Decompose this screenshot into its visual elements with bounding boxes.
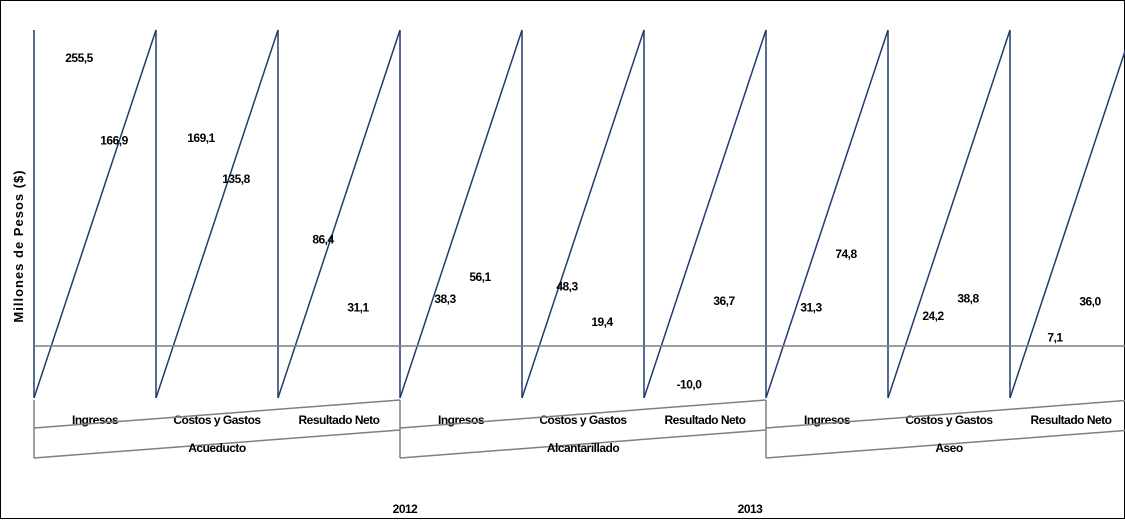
category-axis-line [765, 399, 1125, 429]
data-label: 255,5 [65, 51, 93, 65]
data-label: 48,3 [556, 280, 578, 294]
group-label: Aseo [935, 441, 963, 455]
group-axis-line [399, 429, 767, 459]
bar-mark [33, 29, 157, 399]
x-axis-layer: Ingresos Costos y Gastos Resultado Neto Ing… [33, 345, 1125, 459]
data-label: 166,9 [100, 134, 128, 148]
data-label: 56,1 [469, 270, 491, 284]
data-label: 38,8 [957, 291, 979, 305]
tick-label: Costos y Gastos [905, 413, 993, 427]
group-axis-line [765, 429, 1125, 459]
bar-mark [643, 29, 767, 399]
data-label: 31,1 [347, 301, 369, 315]
legend: 2012 2013 [393, 502, 764, 516]
data-label: 169,1 [187, 131, 215, 145]
legend-entry: 2012 [393, 502, 419, 516]
data-label: 31,3 [800, 301, 822, 315]
bar-mark [521, 29, 645, 399]
group-axis-line [33, 429, 401, 459]
label-layer: 255,5 169,1 86,4 38,3 48,3 -10,0 31,3 24,2 7,1 16… [65, 51, 1102, 391]
bar-mark [1009, 48, 1125, 399]
bar-mark [765, 29, 889, 399]
data-label: 24,2 [922, 309, 944, 323]
data-label: 86,4 [312, 233, 334, 247]
bar-mark [277, 29, 401, 399]
data-label: 36,7 [713, 294, 735, 308]
category-axis-line [33, 399, 401, 429]
group-label: Acueducto [188, 441, 246, 455]
tick-label: Resultado Neto [1030, 413, 1111, 427]
tick-label: Costos y Gastos [173, 413, 261, 427]
group-label: Alcantarillado [547, 441, 620, 455]
data-label: 7,1 [1047, 330, 1063, 344]
tick-label: Costos y Gastos [539, 413, 627, 427]
y-axis-label: Millones de Pesos ($) [11, 169, 26, 322]
bar-marks [33, 29, 1125, 399]
data-label: 36,0 [1079, 295, 1101, 309]
data-label: 135,8 [222, 172, 250, 186]
data-label: 38,3 [434, 292, 456, 306]
category-axis-line [399, 399, 767, 429]
data-label: 74,8 [835, 247, 857, 261]
data-label: -10,0 [677, 377, 703, 391]
tick-label: Resultado Neto [298, 413, 379, 427]
legend-entry: 2013 [738, 502, 764, 516]
bar-mark [887, 29, 1011, 399]
data-label: 19,4 [591, 315, 613, 329]
bar-mark [155, 29, 279, 399]
bar-mark [399, 29, 523, 399]
tick-label: Resultado Neto [664, 413, 745, 427]
